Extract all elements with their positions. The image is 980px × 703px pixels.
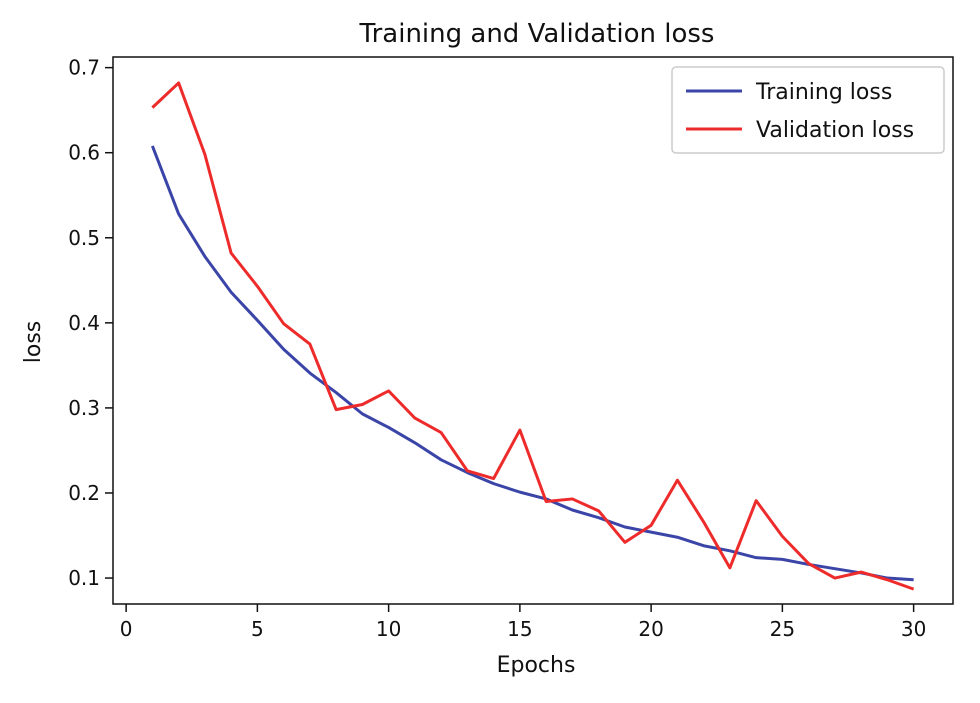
x-tick-label: 10 bbox=[376, 617, 401, 641]
x-axis-label: Epochs bbox=[497, 653, 576, 678]
y-axis-label: loss bbox=[21, 321, 46, 364]
plot-layer: 0 5 10 15 20 25 30 0.1 0.2 0.3 0.4 0.5 0.6 0.7 bbox=[68, 56, 954, 641]
legend-label: Training loss bbox=[755, 80, 892, 105]
plot-frame bbox=[112, 56, 954, 605]
legend-box bbox=[671, 66, 945, 154]
y-tick-label: 0.2 bbox=[68, 481, 100, 505]
y-tick-label: 0.1 bbox=[68, 566, 100, 590]
series-line-training-loss bbox=[150, 145, 914, 582]
legend: Training loss Validation loss bbox=[671, 66, 945, 154]
y-tick-label: 0.3 bbox=[68, 396, 100, 420]
x-tick-label: 0 bbox=[120, 617, 133, 641]
x-tick-label: 25 bbox=[770, 617, 795, 641]
y-tick-label: 0.7 bbox=[68, 56, 100, 80]
x-tick-label: 20 bbox=[638, 617, 663, 641]
x-tick-label: 30 bbox=[901, 617, 926, 641]
series-line-validation-loss bbox=[151, 81, 915, 591]
y-tick-label: 0.4 bbox=[68, 311, 100, 335]
y-tick-label: 0.5 bbox=[68, 226, 100, 250]
y-tick-label: 0.6 bbox=[68, 141, 100, 165]
x-tick-label: 15 bbox=[507, 617, 532, 641]
x-tick-label: 5 bbox=[251, 617, 264, 641]
legend-label: Validation loss bbox=[756, 118, 914, 143]
chart-title: Training and Validation loss bbox=[359, 19, 715, 49]
